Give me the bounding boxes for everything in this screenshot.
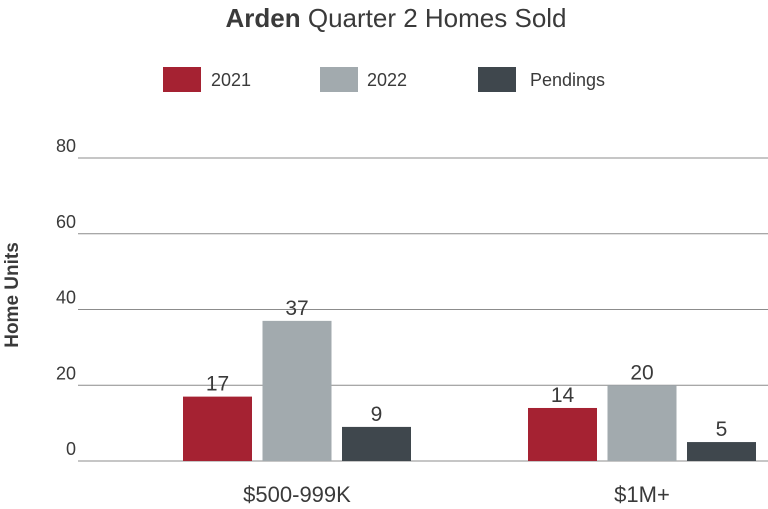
y-tick-labels: 0 20 40 60 80 [56, 136, 76, 459]
bar-value-label: 5 [716, 418, 728, 441]
x-tick-label: $1M+ [614, 482, 670, 507]
y-tick-label: 60 [56, 212, 76, 232]
y-tick-label: 0 [66, 439, 76, 459]
bar-value-label: 37 [285, 297, 308, 320]
bar-value-label: 20 [630, 361, 653, 384]
bar-2022-1 [607, 385, 677, 461]
bar-2022-0 [262, 320, 332, 461]
legend: 2021 2022 Pendings [163, 67, 605, 92]
y-tick-label: 20 [56, 363, 76, 383]
legend-label: Pendings [530, 70, 605, 90]
legend-label: 2021 [211, 70, 251, 90]
legend-swatch-2021 [163, 67, 201, 92]
bar-pendings-1 [687, 442, 756, 461]
bar-2021-0 [183, 396, 252, 461]
legend-label: 2022 [367, 70, 407, 90]
x-tick-labels: $500-999K $1M+ [243, 482, 670, 507]
legend-swatch-pendings [478, 67, 516, 92]
y-tick-label: 80 [56, 136, 76, 156]
bar-pendings-0 [342, 426, 411, 461]
bars [183, 320, 756, 461]
y-axis-label: Home Units [2, 242, 23, 348]
bar-2021-1 [528, 407, 597, 461]
x-tick-label: $500-999K [243, 482, 351, 507]
bar-value-label: 14 [551, 384, 575, 407]
chart-title: Arden Quarter 2 Homes Sold [225, 3, 566, 33]
chart-title-bold: Arden [225, 3, 300, 33]
legend-swatch-2022 [320, 67, 358, 92]
bar-value-labels: 17 37 9 14 20 5 [206, 297, 728, 441]
bar-value-label: 17 [206, 373, 229, 396]
bar-value-label: 9 [371, 403, 383, 426]
y-tick-label: 40 [56, 288, 76, 308]
chart-title-rest: Quarter 2 Homes Sold [308, 3, 567, 33]
